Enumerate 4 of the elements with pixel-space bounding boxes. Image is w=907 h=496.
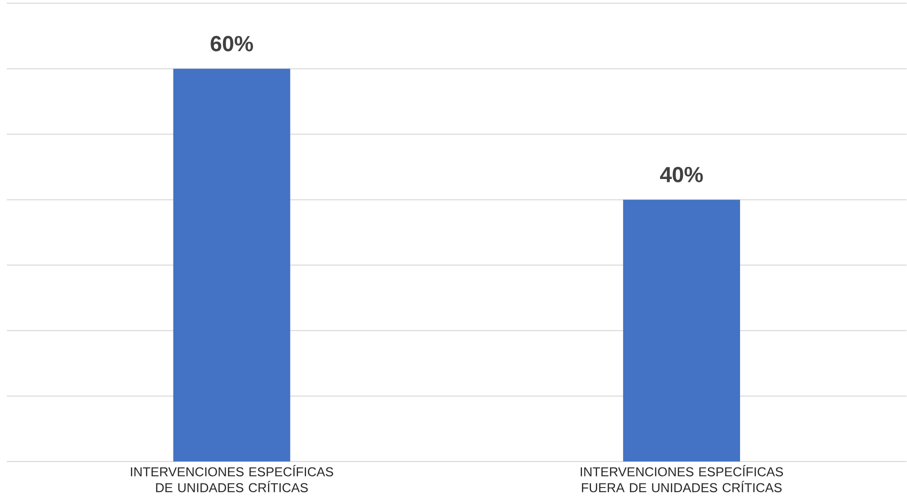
x-tick-label: INTERVENCIONES ESPECÍFICAS FUERA DE UNIDADES CRÍTICAS [580, 465, 783, 492]
data-label: 60% [210, 36, 253, 52]
x-tick-label: INTERVENCIONES ESPECÍFICAS DE UNIDADES CRÍTICAS [130, 465, 334, 492]
data-label: 40% [660, 167, 703, 183]
